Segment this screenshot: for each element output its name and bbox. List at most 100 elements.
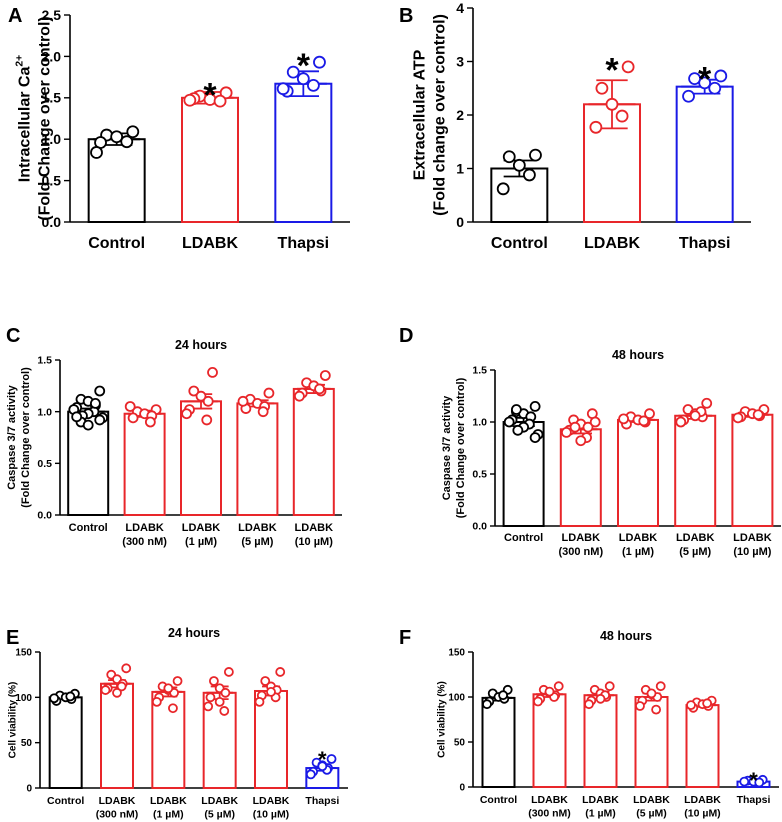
data-point	[94, 414, 106, 426]
y-axis-label: Intracellular Ca2+ (Fold Change over cont…	[14, 16, 53, 220]
data-point	[595, 693, 606, 704]
data-point	[655, 681, 666, 692]
data-point	[305, 769, 316, 780]
y-tick-label: 50	[454, 738, 466, 749]
data-point	[605, 97, 619, 111]
panel-letter-c: C	[6, 325, 20, 347]
y-axis-label-line: Caspase 3/7 activity	[441, 395, 453, 500]
data-point	[90, 398, 101, 409]
y-tick-label: 0	[459, 783, 465, 794]
data-point	[701, 397, 713, 409]
x-tick-label: (1 µM)	[622, 546, 654, 558]
data-point	[168, 703, 178, 714]
x-tick-label: Thapsi	[737, 794, 771, 806]
y-axis-label-line: Extracellular ATP	[412, 49, 429, 180]
data-point	[569, 421, 581, 433]
bar-1	[532, 693, 567, 788]
data-point	[223, 667, 234, 677]
data-point	[682, 89, 695, 103]
data-point	[126, 125, 140, 139]
data-point	[651, 704, 662, 715]
panel-letter-a: A	[8, 5, 22, 27]
y-tick-label: 150	[15, 648, 32, 659]
significance-marker-5: *	[749, 768, 758, 793]
y-axis-label: Caspase 3/7 activity (Fold Change over co…	[6, 367, 32, 508]
data-point	[207, 367, 218, 378]
data-point	[286, 65, 300, 79]
panel-letter-d: D	[399, 325, 413, 347]
y-tick-label: 150	[448, 648, 465, 659]
data-point	[276, 82, 290, 96]
x-tick-label: (1 µM)	[185, 536, 217, 548]
x-tick-label: LDABK	[238, 522, 277, 534]
x-tick-label: LDABK	[619, 532, 658, 544]
x-tick-label: Control	[480, 794, 517, 806]
x-tick-label: LDABK	[582, 794, 619, 806]
data-point	[266, 686, 276, 697]
bar-2	[274, 82, 333, 223]
y-tick-label: 3	[456, 53, 464, 69]
data-point	[560, 427, 572, 438]
data-point	[254, 696, 265, 707]
data-point	[317, 761, 328, 772]
data-point	[498, 690, 509, 701]
data-point	[582, 421, 594, 433]
data-point	[702, 698, 713, 709]
data-point	[739, 776, 750, 787]
data-point	[604, 681, 615, 692]
y-tick-label: 1.5	[37, 355, 52, 367]
y-axis-label: Cell viability (%)	[437, 681, 448, 758]
data-point	[621, 60, 635, 74]
data-point	[544, 686, 555, 697]
bar-0	[481, 696, 516, 788]
x-tick-label: (5 µM)	[204, 809, 235, 821]
x-tick-label: (1 µM)	[153, 809, 184, 821]
data-point	[209, 676, 219, 686]
x-tick-label: Control	[504, 532, 543, 544]
x-tick-label: (5 µM)	[636, 808, 667, 820]
x-tick-label: LDABK	[150, 795, 187, 807]
y-axis-label-line: (Fold change over control)	[432, 14, 449, 216]
x-tick-label: (300 nM)	[528, 808, 571, 820]
data-point	[503, 416, 515, 428]
x-tick-label: LDABK	[182, 235, 238, 252]
data-point	[732, 412, 744, 424]
y-tick-label: 0	[26, 784, 32, 795]
bar-4	[731, 413, 774, 527]
data-point	[752, 409, 764, 421]
data-point	[618, 413, 630, 425]
panel-b-chart: B 0 1 2 3 4 Extracellular ATP (Fold change over…	[399, 0, 751, 252]
y-axis-label-line: (Fold Change over control)	[455, 377, 467, 518]
data-point	[65, 691, 76, 702]
x-tick-label: LDABK	[684, 794, 721, 806]
y-tick-label: 1.0	[42, 131, 62, 147]
x-tick-label: LDABK	[531, 794, 568, 806]
data-point	[714, 69, 728, 83]
data-point	[319, 370, 331, 381]
panel-letter-e: E	[6, 627, 19, 649]
data-point	[589, 120, 603, 134]
bar-2	[675, 85, 734, 223]
data-point	[293, 390, 305, 402]
data-point	[116, 681, 127, 692]
data-point	[529, 401, 541, 412]
chart-title: 48 hours	[612, 348, 664, 362]
data-point	[220, 687, 231, 698]
data-point	[213, 94, 227, 108]
data-point	[686, 700, 696, 710]
y-axis-label: Extracellular ATP (Fold change over contr…	[412, 14, 449, 216]
y-axis-label-line: (Fold Change over control)	[20, 367, 32, 508]
x-tick-label: Thapsi	[305, 795, 339, 807]
x-tick-label: LDABK	[733, 532, 772, 544]
data-point	[589, 416, 601, 428]
data-point	[260, 676, 271, 686]
x-tick-label: LDABK	[676, 532, 715, 544]
data-point	[205, 692, 216, 703]
data-point	[326, 754, 337, 764]
significance-marker-1: *	[203, 77, 217, 115]
data-point	[482, 699, 492, 710]
y-tick-label: 0.5	[37, 458, 52, 470]
panel-e-chart: E 24 hours 0 50 100 150 Cell viability (%) Cont…	[6, 626, 348, 821]
bar-2	[583, 694, 618, 788]
bar-1	[181, 96, 239, 223]
